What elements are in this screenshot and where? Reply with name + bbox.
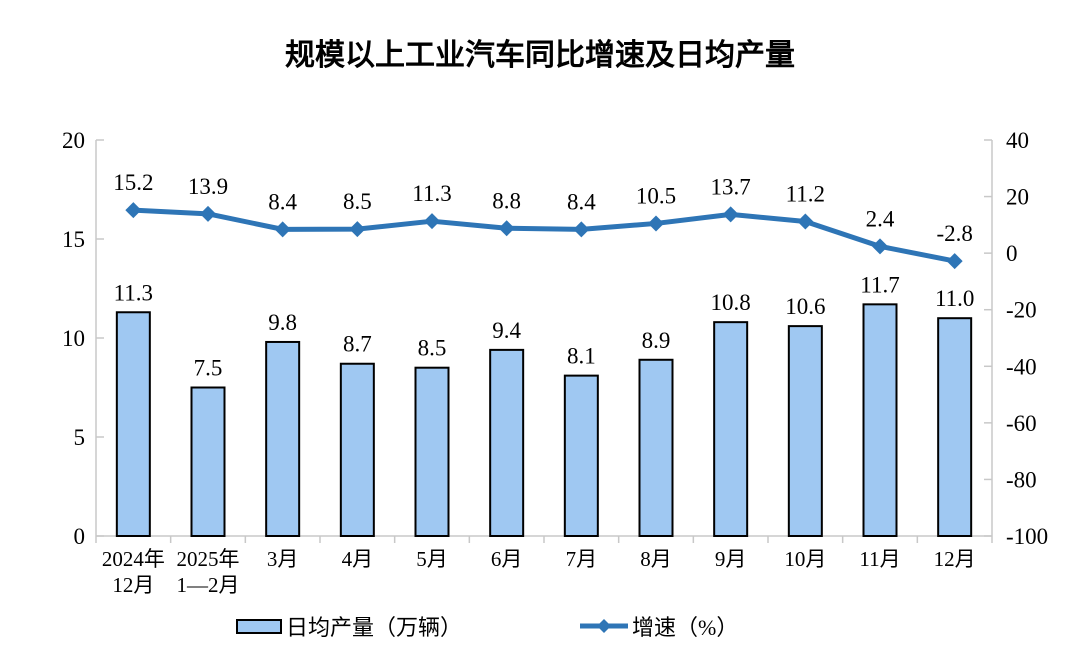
line-value-label: 8.4 (567, 189, 596, 214)
bar-daily-output (862, 303, 898, 537)
x-category-label: 2025年 (177, 547, 240, 571)
line-marker-diamond-icon (872, 238, 888, 255)
line-value-label: 10.5 (636, 183, 676, 208)
line-marker-diamond-icon (125, 202, 142, 219)
y-axis-left-label: 5 (74, 425, 86, 450)
legend-line-label: 增速（%） (632, 615, 739, 640)
bar-daily-output (265, 340, 301, 537)
line-value-label: 8.4 (268, 189, 297, 214)
y-axis-right-label: 20 (1006, 185, 1029, 210)
x-category-label: 6月 (491, 547, 523, 571)
legend-bar-label: 日均产量（万辆） (286, 615, 463, 640)
bar-value-label: 7.5 (194, 356, 223, 381)
x-category-label: 10月 (784, 547, 826, 571)
line-marker-diamond-icon (573, 221, 590, 238)
bar-value-label: 8.7 (343, 332, 372, 357)
bar-daily-output (638, 358, 674, 537)
x-category-label: 12月 (934, 547, 976, 571)
legend-item-growth-rate: 增速（%） (580, 613, 739, 640)
line-marker-diamond-icon (424, 213, 440, 230)
bar-daily-output (115, 311, 151, 538)
bar-value-label: 8.9 (642, 328, 671, 353)
x-category-label: 1—2月 (177, 573, 240, 597)
bar-value-label: 11.3 (114, 280, 153, 305)
bar-daily-output (489, 348, 525, 537)
y-axis-left-label: 15 (62, 227, 85, 252)
line-marker-diamond-icon (722, 206, 739, 223)
y-axis-left-label: 0 (74, 524, 86, 549)
bar-daily-output (787, 325, 823, 537)
bar-value-label: 11.0 (935, 286, 974, 311)
line-marker-diamond-icon (349, 221, 366, 238)
line-marker-diamond-icon (498, 220, 515, 237)
bar-daily-output (190, 386, 226, 537)
y-axis-right-label: 0 (1006, 241, 1018, 266)
line-marker-diamond-icon (274, 221, 291, 238)
bar-value-label: 9.4 (492, 318, 521, 343)
bar-daily-output (713, 321, 749, 537)
growth-rate-line (133, 207, 956, 264)
x-category-label: 7月 (566, 547, 598, 571)
x-category-label: 4月 (342, 547, 374, 571)
y-axis-right-label: -40 (1006, 354, 1037, 379)
x-category-label: 12月 (112, 573, 154, 597)
line-marker-diamond-icon (200, 205, 216, 222)
bar-daily-output (339, 362, 375, 537)
line-value-label: 13.9 (188, 174, 228, 199)
bar-daily-output (414, 366, 450, 538)
line-value-label: 8.5 (343, 189, 372, 214)
bar-value-label: 8.1 (567, 344, 596, 369)
line-value-label: 15.2 (113, 170, 153, 195)
line-series-swatch-icon (580, 619, 628, 633)
line-value-label: 11.3 (412, 181, 451, 206)
y-axis-right-label: -20 (1006, 298, 1037, 323)
x-category-label: 2024年 (102, 547, 165, 571)
bar-value-label: 9.8 (268, 310, 297, 335)
x-category-label: 3月 (267, 547, 299, 571)
line-marker-diamond-icon (648, 215, 664, 232)
line-marker-diamond-icon (946, 253, 963, 270)
legend-item-daily-output: 日均产量（万辆） (236, 613, 463, 640)
line-value-label: 8.8 (492, 188, 521, 213)
line-value-label: 11.2 (786, 181, 825, 206)
line-marker-diamond-icon (797, 213, 814, 230)
chart-title: 规模以上工业汽车同比增速及日均产量 (285, 39, 795, 72)
bar-value-label: 10.8 (711, 290, 751, 315)
line-value-label: 2.4 (866, 206, 895, 231)
bar-value-label: 8.5 (418, 336, 447, 361)
line-value-label: 13.7 (711, 174, 751, 199)
bar-daily-output (563, 374, 599, 537)
y-axis-left-label: 20 (62, 128, 85, 153)
x-category-label: 8月 (640, 547, 672, 571)
bar-value-label: 10.6 (785, 294, 825, 319)
y-axis-right-label: -100 (1006, 524, 1048, 549)
line-value-label: -2.8 (936, 221, 972, 246)
y-axis-right-label: 40 (1006, 128, 1029, 153)
y-axis-right-label: -80 (1006, 467, 1037, 492)
x-category-label: 5月 (416, 547, 448, 571)
y-axis-left-label: 10 (62, 326, 85, 351)
x-category-label: 11月 (859, 547, 900, 571)
y-axis-right-label: -60 (1006, 411, 1037, 436)
bar-daily-output (937, 317, 973, 538)
x-category-label: 9月 (715, 547, 747, 571)
bar-value-label: 11.7 (860, 272, 899, 297)
bar-series-swatch-icon (236, 618, 282, 634)
